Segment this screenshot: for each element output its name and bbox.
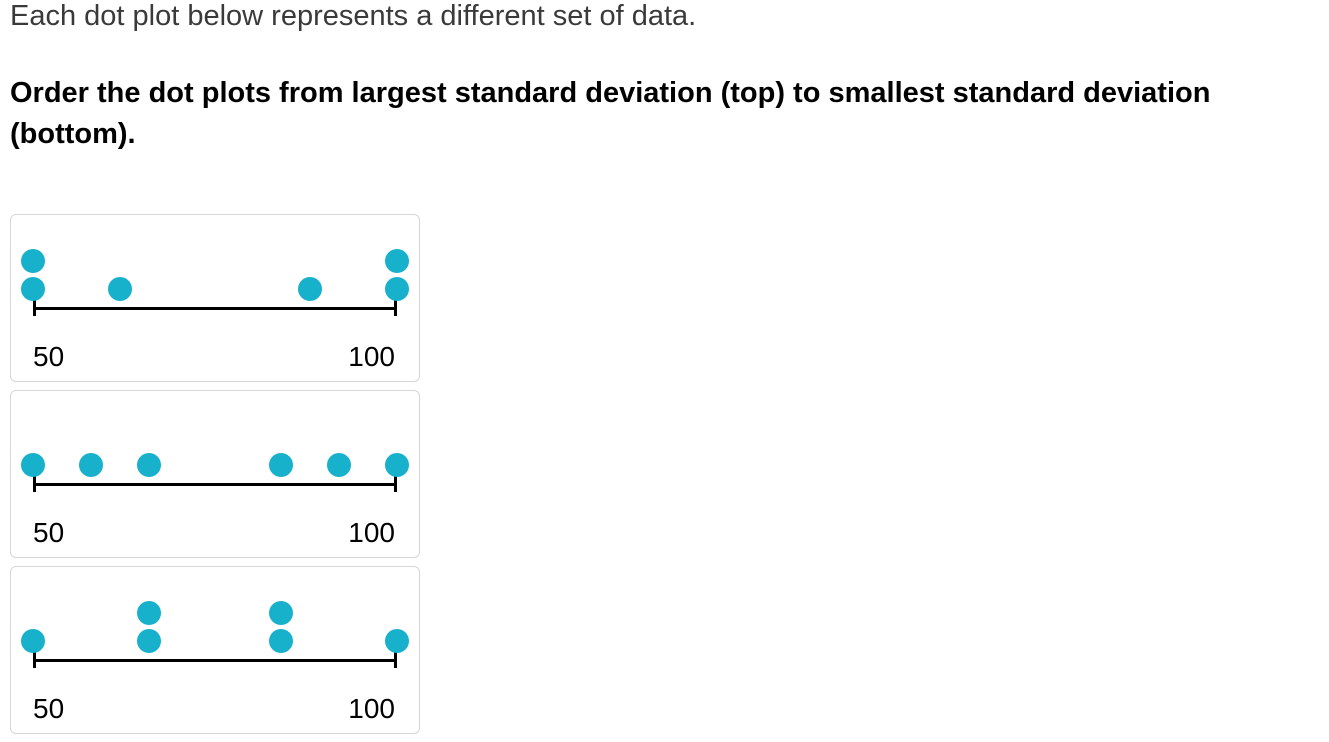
axis-label-right: 100	[348, 693, 395, 725]
dot-marker	[79, 453, 103, 477]
axis-label-left: 50	[33, 693, 64, 725]
dot-marker	[21, 629, 45, 653]
axis-label-left: 50	[33, 341, 64, 373]
axis-tick-right	[394, 652, 397, 668]
dot-marker	[385, 249, 409, 273]
question-text: Order the dot plots from largest standar…	[10, 73, 1310, 154]
dot-marker	[385, 453, 409, 477]
axis-tick-left	[33, 300, 36, 316]
axis-label-right: 100	[348, 517, 395, 549]
axis-label-right: 100	[348, 341, 395, 373]
axis-label-left: 50	[33, 517, 64, 549]
dot-marker	[385, 629, 409, 653]
axis-line	[33, 659, 397, 662]
dot-marker	[298, 277, 322, 301]
dot-marker	[269, 453, 293, 477]
axis-tick-left	[33, 476, 36, 492]
intro-text: Each dot plot below represents a differe…	[10, 0, 1329, 33]
dot-marker	[269, 629, 293, 653]
dot-marker	[269, 601, 293, 625]
dot-marker	[108, 277, 132, 301]
dot-plot-card[interactable]: 50 100	[10, 390, 420, 558]
plot-area: 50 100	[33, 391, 397, 557]
dot-marker	[327, 453, 351, 477]
axis-tick-right	[394, 476, 397, 492]
dot-marker	[21, 453, 45, 477]
dot-marker	[21, 249, 45, 273]
plot-area: 50 100	[33, 215, 397, 381]
dot-marker	[385, 277, 409, 301]
dot-plot-card[interactable]: 50 100	[10, 214, 420, 382]
axis-line	[33, 307, 397, 310]
axis-line	[33, 483, 397, 486]
dot-plot-card[interactable]: 50 100	[10, 566, 420, 734]
dot-marker	[137, 453, 161, 477]
dot-marker	[137, 601, 161, 625]
dot-marker	[21, 277, 45, 301]
plot-area: 50 100	[33, 567, 397, 733]
axis-tick-left	[33, 652, 36, 668]
plots-container: 50 100 50 100 50 100	[10, 214, 1329, 734]
dot-marker	[137, 629, 161, 653]
axis-tick-right	[394, 300, 397, 316]
